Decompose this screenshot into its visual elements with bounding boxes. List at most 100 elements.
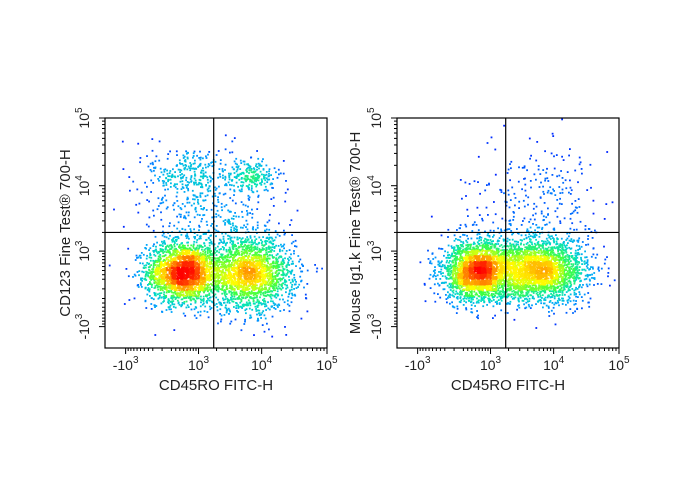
plot-1-event-point xyxy=(268,274,271,276)
plot-1-event-point xyxy=(168,255,171,258)
plot-1-event-point xyxy=(171,291,173,294)
plot-1-event-point xyxy=(291,279,294,282)
plot-1-event-point xyxy=(152,274,155,277)
plot-1-event-point xyxy=(199,275,202,277)
plot-1-event-point xyxy=(157,273,160,275)
plot-1-event-point xyxy=(164,295,166,297)
plot-1-event-point xyxy=(121,140,124,143)
plot-1-event-point xyxy=(206,224,209,226)
plot-1-event-point xyxy=(186,283,188,285)
plot-1-event-point xyxy=(198,288,201,290)
plot-1-event-point xyxy=(222,271,224,273)
plot-1-event-point xyxy=(245,312,247,315)
plot-1-event-point xyxy=(222,242,224,244)
plot-1-event-point xyxy=(228,174,231,177)
plot-1-event-point xyxy=(139,157,142,159)
plot-1-event-point xyxy=(237,298,240,300)
plot-1-event-point xyxy=(223,256,225,258)
plot-1-event-point xyxy=(217,286,220,289)
plot-1-event-point xyxy=(262,173,265,176)
plot-1-event-point xyxy=(228,270,231,273)
plot-1-event-point xyxy=(290,253,292,256)
plot-1-event-point xyxy=(261,271,264,274)
plot-1-event-point xyxy=(285,334,288,336)
plot-1-event-point xyxy=(259,163,261,166)
plot-1-event-point xyxy=(224,276,227,279)
plot-1-event-point xyxy=(240,294,242,297)
plot-1-event-point xyxy=(140,278,142,281)
plot-1-event-point xyxy=(215,281,217,283)
plot-1-event-point xyxy=(282,274,285,277)
plot-1-event-point xyxy=(181,279,184,282)
plot-1-event-point xyxy=(233,291,235,294)
plot-1-event-point xyxy=(183,244,186,247)
plot-1-event-point xyxy=(233,137,236,139)
plot-1-event-point xyxy=(210,253,212,255)
plot-1-event-point xyxy=(262,281,264,284)
plot-1-event-point xyxy=(240,238,243,241)
plot-1-event-point xyxy=(175,272,178,275)
plot-1-event-point xyxy=(254,305,257,308)
plot-1-event-point xyxy=(281,278,283,281)
plot-1-event-point xyxy=(242,288,245,291)
plot-1-event-point xyxy=(220,266,222,268)
plot-1-event-point xyxy=(260,269,262,271)
plot-1-event-point xyxy=(201,282,204,284)
plot-1-event-point xyxy=(246,277,249,280)
plot-1-event-point xyxy=(194,251,197,254)
plot-1-event-point xyxy=(266,272,269,275)
plot-1-event-point xyxy=(172,291,175,294)
plot-1-event-point xyxy=(246,288,248,290)
plot-1-event-point xyxy=(276,267,279,269)
plot-1-event-point xyxy=(249,260,252,263)
plot-1-event-point xyxy=(293,293,296,296)
plot-1-event-point xyxy=(122,168,125,170)
plot-1-event-point xyxy=(171,259,174,262)
plot-1-event-point xyxy=(237,242,239,245)
plot-1-event-point xyxy=(203,255,206,258)
plot-1-event-point xyxy=(175,280,177,282)
plot-1-event-point xyxy=(283,247,285,250)
plot-1-event-point xyxy=(274,275,277,278)
plot-1-event-point xyxy=(264,295,267,297)
plot-1-event-point xyxy=(247,166,250,169)
plot-1-event-point xyxy=(175,236,178,238)
plot-1-event-point xyxy=(247,293,249,296)
plot-1-event-point xyxy=(245,301,248,304)
plot-1-event-point xyxy=(275,244,277,247)
plot-1-event-point xyxy=(206,257,208,260)
plot-1-event-point xyxy=(202,169,205,172)
plot-1-event-point xyxy=(204,175,207,177)
plot-1-event-point xyxy=(260,258,263,261)
plot-1-event-point xyxy=(229,274,232,277)
plot-1-event-point xyxy=(230,296,232,299)
plot-1-event-point xyxy=(227,253,230,256)
plot-1-event-point xyxy=(214,269,217,272)
plot-1-event-point xyxy=(263,314,266,317)
plot-1-event-point xyxy=(292,240,295,243)
plot-1-event-point xyxy=(190,258,193,261)
plot-1-event-point xyxy=(227,234,229,237)
plot-1-event-point xyxy=(210,240,213,243)
plot-1-event-point xyxy=(165,291,168,294)
plot-1-event-point xyxy=(192,247,195,249)
plot-1-event-point xyxy=(194,301,197,304)
plot-1-event-point xyxy=(147,225,150,228)
plot-1-event-point xyxy=(200,274,202,276)
plot-1-event-point xyxy=(209,296,212,299)
plot-1-event-point xyxy=(198,287,201,289)
plot-1-event-point xyxy=(266,264,268,267)
plot-1-event-point xyxy=(178,282,181,285)
plot-1-event-point xyxy=(256,263,259,265)
plot-1-event-point xyxy=(250,179,252,182)
plot-1-event-point xyxy=(222,174,224,177)
plot-1-event-point xyxy=(193,290,196,293)
plot-1-event-point xyxy=(265,237,268,239)
plot-1-event-point xyxy=(154,249,156,252)
plot-1-event-point xyxy=(184,257,187,260)
plot-1-event-point xyxy=(177,296,180,299)
plot-1-event-point xyxy=(150,264,153,266)
plot-1-event-point xyxy=(182,252,185,255)
plot-1-event-point xyxy=(212,281,214,284)
plot-1-event-point xyxy=(231,166,234,169)
